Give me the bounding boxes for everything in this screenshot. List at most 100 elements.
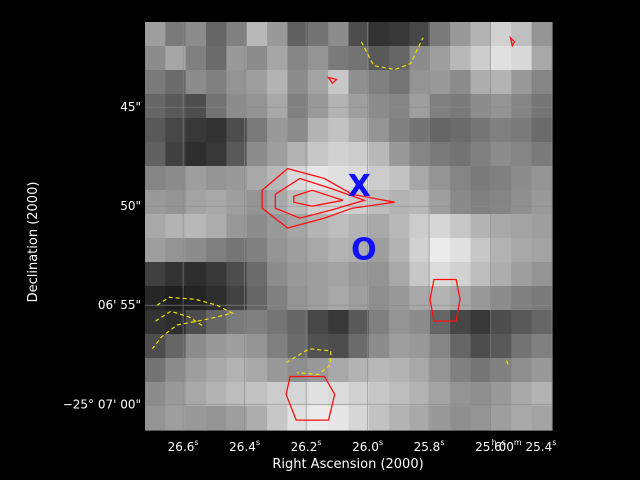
image-pixel (206, 142, 227, 167)
image-pixel (307, 310, 329, 335)
image-pixel (145, 190, 166, 215)
image-pixel (165, 22, 187, 47)
image-pixel (389, 22, 411, 47)
image-pixel (226, 406, 248, 431)
image-pixel (368, 70, 390, 95)
image-pixel (490, 238, 512, 263)
image-pixel (409, 214, 431, 239)
image-pixel (185, 286, 207, 311)
image-pixel (368, 142, 390, 167)
image-pixel (185, 118, 207, 143)
image-pixel (531, 214, 553, 239)
image-pixel (429, 214, 451, 239)
image-pixel (185, 46, 207, 71)
image-pixel (226, 262, 248, 287)
image-pixel (267, 310, 289, 335)
image-pixel (470, 262, 492, 287)
image-pixel (206, 166, 227, 191)
image-pixel (226, 334, 248, 359)
image-pixel (511, 310, 533, 335)
image-pixel (328, 142, 350, 167)
image-pixel (328, 262, 350, 287)
image-pixel (409, 310, 431, 335)
x-tick-label-main: 25.4 (522, 440, 553, 454)
image-pixel (368, 94, 390, 119)
image-pixel (389, 190, 411, 215)
image-pixel (450, 262, 472, 287)
image-pixel (470, 94, 492, 119)
image-pixel (348, 358, 370, 383)
image-pixel (531, 142, 553, 167)
image-pixel (429, 382, 451, 407)
image-pixel (145, 118, 166, 143)
yellow-contours (151, 37, 510, 376)
image-pixel (348, 310, 370, 335)
red-contour (293, 189, 344, 207)
image-pixel (450, 358, 472, 383)
image-pixel (246, 118, 268, 143)
image-pixel (429, 334, 451, 359)
red-contour (274, 177, 367, 219)
image-pixel (389, 382, 411, 407)
image-pixel (348, 334, 370, 359)
image-pixel (267, 286, 289, 311)
image-pixel (328, 334, 350, 359)
image-pixel (328, 214, 350, 239)
image-pixel (368, 214, 390, 239)
image-pixel (531, 70, 553, 95)
image-pixels (145, 22, 553, 431)
yellow-contour (285, 348, 332, 376)
image-pixel (165, 166, 187, 191)
x-tick-label: 26.0s (352, 438, 383, 454)
image-pixel (409, 46, 431, 71)
image-pixel (429, 22, 451, 47)
image-pixel (145, 142, 166, 167)
image-pixel (246, 214, 268, 239)
image-pixel (368, 118, 390, 143)
image-pixel (450, 94, 472, 119)
image-pixel (185, 214, 207, 239)
image-pixel (511, 46, 533, 71)
image-pixel (429, 406, 451, 431)
image-pixel (531, 118, 553, 143)
x-tick-label: 26.2s (291, 438, 322, 454)
image-pixel (267, 238, 289, 263)
image-pixel (165, 310, 187, 335)
image-pixel (206, 238, 227, 263)
x-tick-label-main: 26.2 (291, 440, 318, 454)
image-pixel (389, 334, 411, 359)
image-pixel (165, 382, 187, 407)
image-pixel (165, 406, 187, 431)
image-pixel (307, 190, 329, 215)
image-pixel (267, 406, 289, 431)
image-pixel (409, 382, 431, 407)
image-pixel (307, 22, 329, 47)
image-pixel (145, 166, 166, 191)
image-pixel (511, 214, 533, 239)
image-pixel (450, 406, 472, 431)
image-pixel (389, 238, 411, 263)
image-pixel (226, 94, 248, 119)
image-pixel (470, 406, 492, 431)
image-pixel (226, 358, 248, 383)
image-pixel (368, 166, 390, 191)
image-pixel (206, 46, 227, 71)
image-pixel (145, 214, 166, 239)
image-pixel (185, 238, 207, 263)
image-pixel (490, 70, 512, 95)
image-pixel (287, 214, 309, 239)
image-pixel (287, 406, 309, 431)
image-pixel (246, 166, 268, 191)
image-pixel (185, 334, 207, 359)
image-pixel (145, 70, 166, 95)
image-pixel (328, 166, 350, 191)
image-pixel (348, 406, 370, 431)
x-tick-label: 26.6s (168, 438, 199, 454)
source-markers: XO (348, 169, 377, 267)
image-pixel (185, 406, 207, 431)
x-tick-label-sup: s (502, 438, 506, 447)
image-pixel (226, 286, 248, 311)
image-pixel (348, 46, 370, 71)
image-pixel (307, 142, 329, 167)
y-tick-labels: 45" 50" 06' 55" −25° 07' 00" (63, 100, 141, 411)
